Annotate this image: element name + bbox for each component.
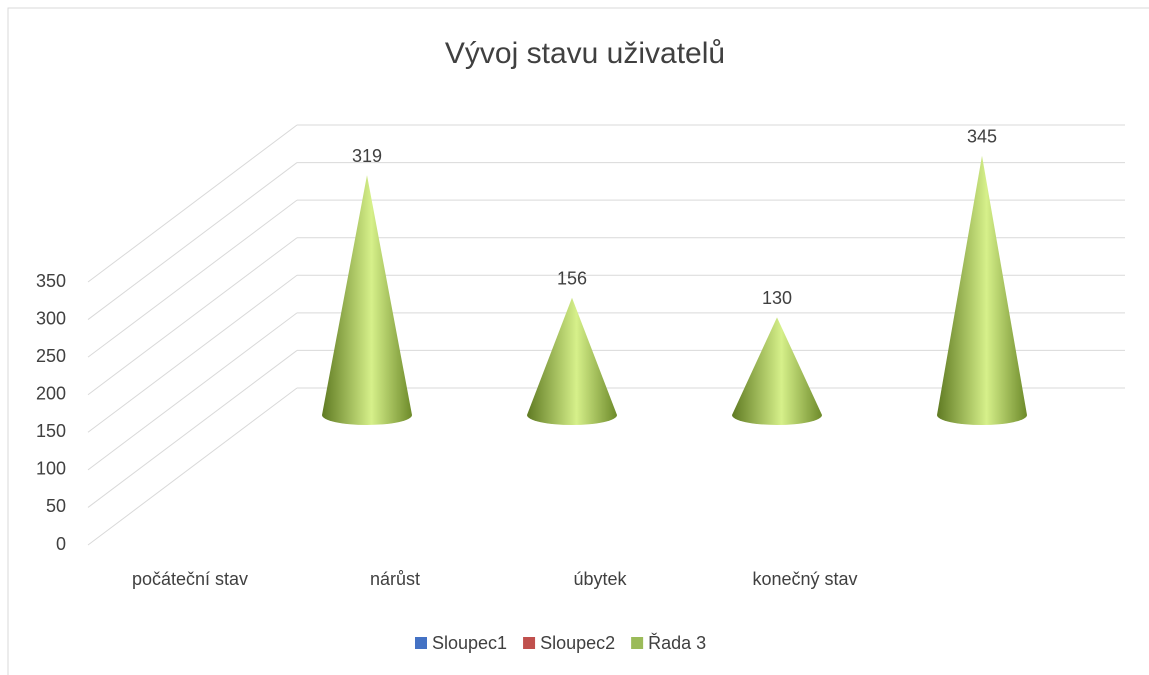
data-label: 130 <box>762 288 792 308</box>
grid-line <box>87 162 298 320</box>
cone <box>322 175 412 425</box>
y-tick-label: 350 <box>36 271 66 291</box>
cone-body <box>732 317 822 425</box>
data-label: 156 <box>557 269 587 289</box>
legend-label: Sloupec2 <box>540 633 615 653</box>
y-tick-label: 300 <box>36 308 66 328</box>
y-tick-label: 250 <box>36 346 66 366</box>
grid-line <box>87 312 298 471</box>
data-label: 345 <box>967 127 997 147</box>
cone-body <box>527 297 617 425</box>
legend-label: Řada 3 <box>648 633 706 653</box>
grid-line <box>87 350 298 508</box>
legend-swatch <box>415 637 427 649</box>
cone-body <box>322 175 412 425</box>
x-tick-label: úbytek <box>573 569 627 589</box>
cone-body <box>937 155 1027 425</box>
grid-line <box>87 237 298 396</box>
grid-line <box>87 124 298 283</box>
grid-line <box>87 199 298 358</box>
x-tick-label: počáteční stav <box>132 569 248 589</box>
grid-line <box>87 387 298 546</box>
cone <box>527 297 617 425</box>
cone <box>937 155 1027 425</box>
chart-frame <box>7 7 1149 675</box>
x-tick-label: nárůst <box>370 569 420 589</box>
legend-label: Sloupec1 <box>432 633 507 653</box>
cone <box>732 317 822 425</box>
legend-swatch <box>523 637 536 649</box>
y-tick-label: 50 <box>46 496 66 516</box>
grid-line <box>87 274 298 433</box>
y-tick-label: 150 <box>36 421 66 441</box>
y-tick-label: 200 <box>36 383 66 403</box>
legend-swatch <box>631 637 644 649</box>
y-tick-label: 0 <box>56 534 66 554</box>
data-label: 319 <box>352 146 382 166</box>
x-tick-label: konečný stav <box>752 569 857 589</box>
y-tick-label: 100 <box>36 459 66 479</box>
chart-title: Vývoj stavu uživatelů <box>445 37 725 70</box>
